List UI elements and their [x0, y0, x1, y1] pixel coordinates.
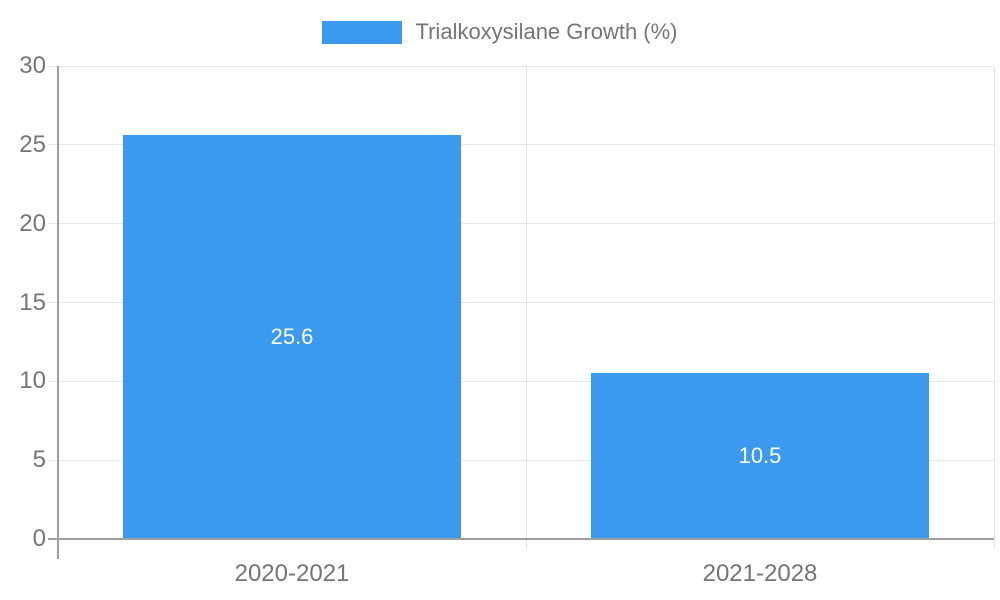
y-tick-label: 25	[19, 130, 46, 158]
bar[interactable]	[591, 373, 929, 539]
bar[interactable]	[123, 135, 461, 539]
legend[interactable]: Trialkoxysilane Growth (%)	[0, 19, 1000, 45]
y-gridline	[48, 380, 994, 382]
x-tick-label: 2021-2028	[702, 560, 818, 587]
bar-value-label: 25.6	[270, 324, 314, 350]
y-tick-label: 20	[19, 209, 46, 237]
y-tick-label: 30	[19, 52, 46, 79]
y-tick-label: 15	[19, 288, 46, 316]
category-gridline	[525, 66, 527, 549]
y-tick-label: 10	[19, 367, 46, 395]
y-gridline	[48, 223, 994, 225]
y-tick-label: 0	[32, 525, 46, 552]
y-gridline	[48, 302, 994, 303]
legend-swatch	[322, 20, 403, 44]
y-gridline	[48, 65, 994, 67]
y-gridline	[48, 144, 994, 146]
y-gridline	[48, 459, 994, 461]
y-axis-line	[57, 66, 59, 559]
bar-value-label: 10.5	[738, 443, 782, 469]
category-gridline	[993, 66, 995, 549]
x-tick-label: 2020-2021	[234, 560, 350, 587]
y-tick-label: 5	[32, 446, 46, 474]
x-axis-line	[48, 538, 994, 540]
legend-label: Trialkoxysilane Growth (%)	[415, 19, 678, 44]
